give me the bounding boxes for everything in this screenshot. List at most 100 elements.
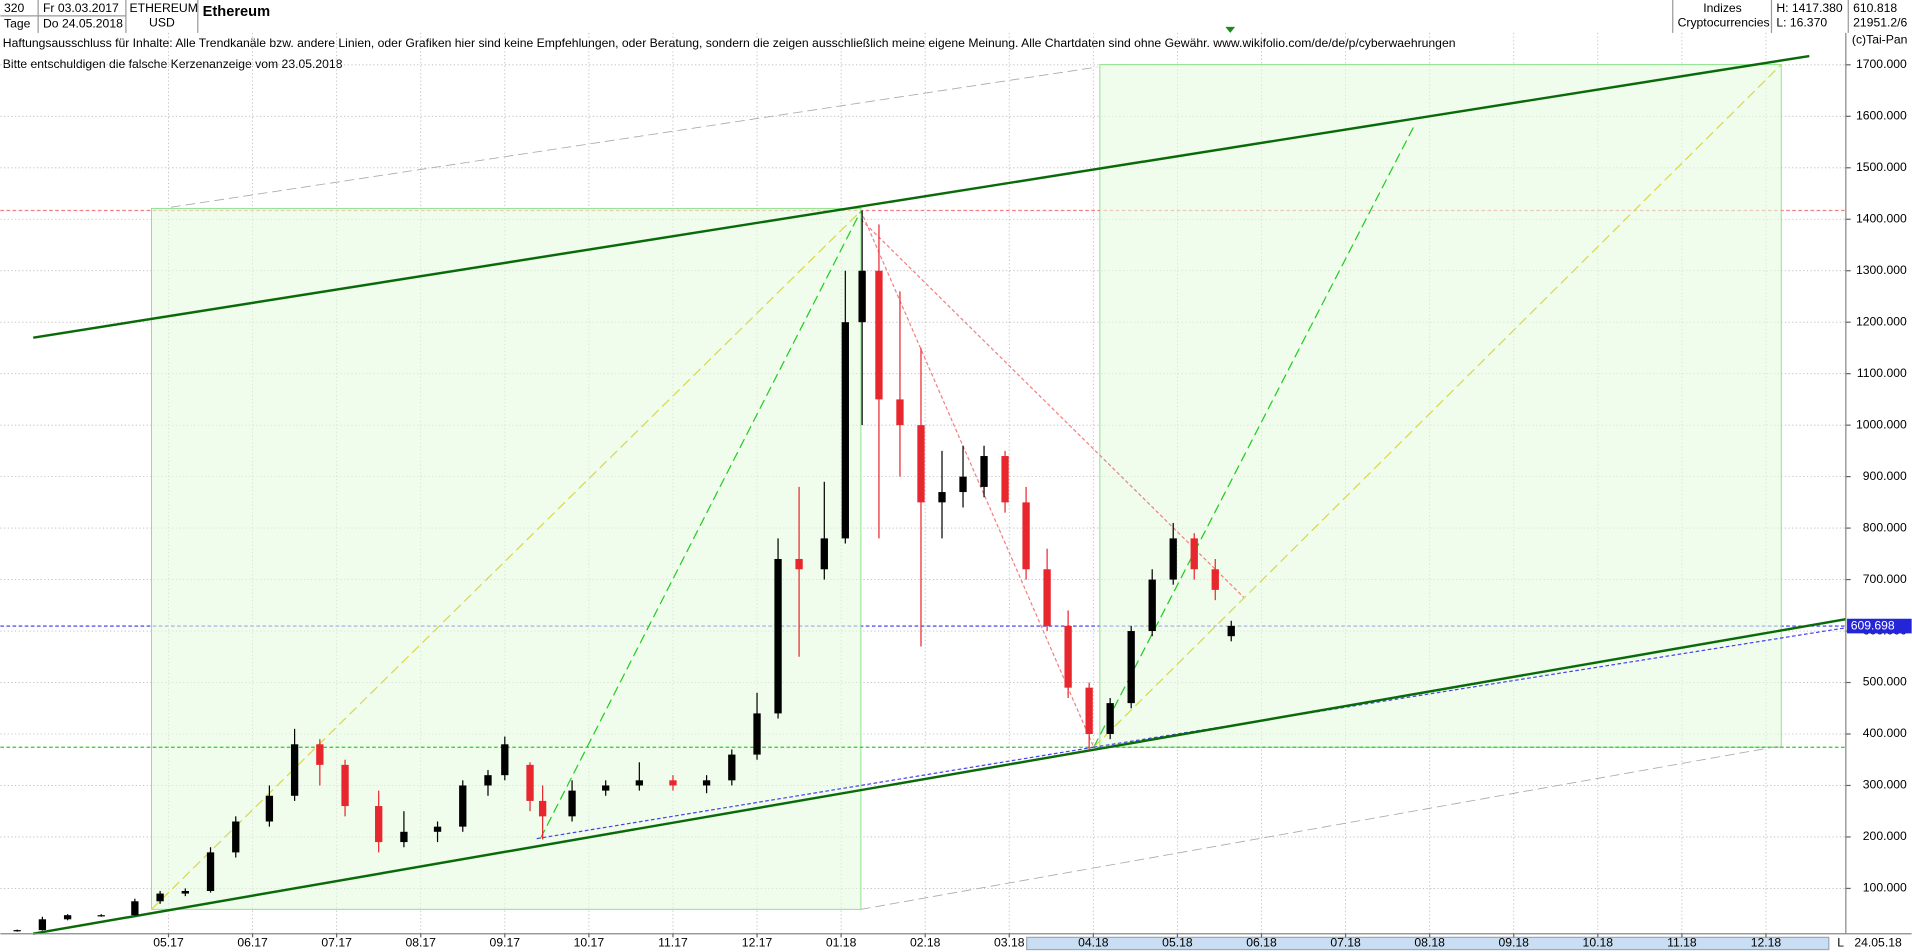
period[interactable]: 320 (4, 1, 25, 15)
y-tick-label: 1000.000 (1856, 417, 1907, 431)
y-tick-label: 400.000 (1863, 726, 1907, 740)
candle-body (433, 826, 442, 832)
candle-body (400, 831, 408, 843)
candle-body (265, 795, 274, 822)
y-tick-label: 100.000 (1863, 881, 1907, 895)
subgroup: Cryptocurrencies (1678, 15, 1770, 29)
y-tick-label: 700.000 (1863, 572, 1907, 586)
candle-body (38, 919, 47, 931)
candle-body (484, 775, 492, 786)
from-date: Fr 03.03.2017 (43, 1, 119, 15)
high: H: 1417.380 (1776, 1, 1843, 15)
candle-body (959, 476, 967, 493)
candle-body (206, 852, 215, 891)
candle-body (602, 785, 610, 791)
y-tick-label: 1700.000 (1856, 57, 1907, 71)
candle-body (341, 764, 349, 807)
candle-body (753, 713, 761, 755)
candle-body (13, 930, 21, 932)
candle-body (702, 780, 711, 786)
x-tick-label: 07.17 (321, 936, 352, 950)
symbol: ETHEREUM (130, 1, 198, 15)
candle-body (459, 785, 467, 827)
candle-body (1043, 569, 1051, 626)
x-tick-label: 07.18 (1330, 936, 1361, 950)
candle-body (728, 754, 736, 781)
candle-body (635, 780, 643, 786)
x-tick-label: 05.18 (1162, 936, 1193, 950)
last-price-label: 609.698 (1851, 618, 1895, 632)
end-flag: L (1837, 936, 1844, 950)
currency: USD (149, 15, 175, 29)
candle-body (858, 270, 866, 323)
y-tick-label: 1300.000 (1856, 263, 1907, 277)
candle-body (1106, 703, 1114, 734)
candle-body (896, 399, 904, 426)
candle-body (97, 915, 105, 917)
x-tick-label: 03.18 (994, 936, 1025, 950)
frame (0, 32, 1912, 951)
y-tick-label: 800.000 (1863, 520, 1907, 534)
candle-body (774, 558, 782, 714)
header (0, 0, 1912, 33)
unit[interactable]: Tage (4, 17, 31, 31)
candle-body (917, 425, 925, 503)
y-tick-label: 1400.000 (1856, 211, 1907, 225)
candle-body (1227, 625, 1235, 637)
candle-body (526, 764, 534, 801)
x-tick-label: 09.17 (490, 936, 521, 950)
annotation: Bitte entschuldigen die falsche Kerzenan… (3, 57, 343, 71)
y-tick-label: 1500.000 (1856, 160, 1907, 174)
x-tick-label: 09.18 (1498, 936, 1529, 950)
candle-body (1169, 538, 1177, 580)
candles (13, 210, 1235, 932)
y-tick-label: 1200.000 (1856, 314, 1907, 328)
x-tick-label: 11.17 (658, 936, 688, 950)
candle-body (875, 270, 883, 400)
x-tick-label: 08.17 (405, 936, 436, 950)
x-tick-label: 11.18 (1667, 936, 1697, 950)
y-tick-label: 1100.000 (1857, 366, 1907, 380)
copyright: (c)Tai-Pan (1852, 32, 1907, 46)
annotation: Haftungsausschluss für Inhalte: Alle Tre… (3, 36, 1456, 50)
x-tick-label: 05.17 (153, 936, 184, 950)
candle-body (795, 558, 803, 570)
x-tick-label: 06.17 (237, 936, 268, 950)
candle-body (1001, 456, 1009, 503)
candle-body (375, 806, 383, 843)
x-tick-label: 10.18 (1583, 936, 1614, 950)
candle-body (1190, 538, 1198, 570)
end-date: 24.05.18 (1854, 936, 1902, 950)
candle-body (290, 744, 299, 796)
candle-body (156, 893, 164, 902)
candle-body (232, 821, 240, 853)
x-tick-label: 08.18 (1414, 936, 1445, 950)
chart-title: Ethereum (203, 4, 270, 20)
to-date: Do 24.05.2018 (43, 17, 123, 31)
candle-body (131, 901, 139, 916)
last-price-box (1847, 618, 1912, 634)
x-tick-label: 12.18 (1751, 936, 1782, 950)
candle-body (1064, 625, 1072, 688)
candle-body (181, 890, 189, 894)
volume: 21951.2/6 (1853, 15, 1907, 29)
x-tick-label: 10.17 (574, 936, 605, 950)
candle-body (1127, 631, 1135, 704)
x-tick-label: 01.18 (826, 936, 857, 950)
low: L: 16.370 (1776, 15, 1827, 29)
y-tick-label: 1600.000 (1856, 109, 1907, 123)
candle-body (820, 538, 828, 570)
x-tick-label: 12.17 (742, 936, 773, 950)
x-tick-label: 02.18 (910, 936, 941, 950)
y-tick-label: 200.000 (1863, 829, 1907, 843)
y-tick-label: 500.000 (1863, 675, 1907, 689)
candle-body (1148, 579, 1156, 632)
candle-body (841, 322, 849, 539)
candle-body (1085, 687, 1093, 734)
candle-body (1211, 569, 1219, 590)
candle-body (669, 780, 677, 786)
y-tick-label: 300.000 (1863, 778, 1907, 792)
candle-body (980, 456, 988, 487)
